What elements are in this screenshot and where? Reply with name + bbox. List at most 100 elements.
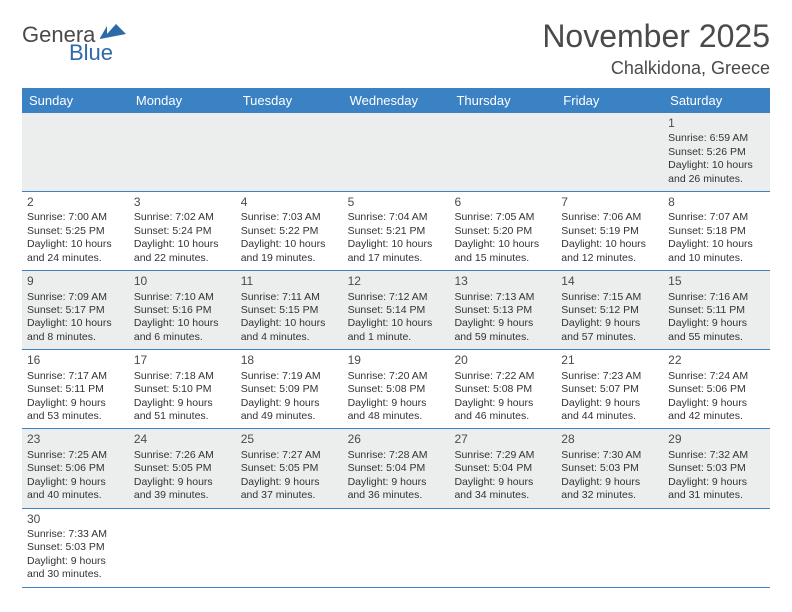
daylight-line: Daylight: 9 hours and 31 minutes. bbox=[668, 476, 765, 503]
daylight-line: Daylight: 9 hours and 40 minutes. bbox=[27, 476, 124, 503]
daylight-line: Daylight: 10 hours and 10 minutes. bbox=[668, 238, 765, 265]
empty-cell bbox=[129, 113, 236, 191]
day-cell: 1Sunrise: 6:59 AMSunset: 5:26 PMDaylight… bbox=[663, 113, 770, 191]
empty-cell bbox=[236, 509, 343, 587]
sunset-line: Sunset: 5:05 PM bbox=[241, 462, 338, 475]
empty-cell bbox=[449, 113, 556, 191]
day-cell: 2Sunrise: 7:00 AMSunset: 5:25 PMDaylight… bbox=[22, 192, 129, 270]
daylight-line: Daylight: 9 hours and 59 minutes. bbox=[454, 317, 551, 344]
sunrise-line: Sunrise: 7:27 AM bbox=[241, 449, 338, 462]
day-number: 13 bbox=[454, 274, 551, 289]
sunset-line: Sunset: 5:03 PM bbox=[561, 462, 658, 475]
day-number: 14 bbox=[561, 274, 658, 289]
day-cell: 19Sunrise: 7:20 AMSunset: 5:08 PMDayligh… bbox=[343, 350, 450, 428]
sunrise-line: Sunrise: 7:10 AM bbox=[134, 291, 231, 304]
day-cell: 28Sunrise: 7:30 AMSunset: 5:03 PMDayligh… bbox=[556, 429, 663, 507]
day-cell: 25Sunrise: 7:27 AMSunset: 5:05 PMDayligh… bbox=[236, 429, 343, 507]
day-number: 6 bbox=[454, 195, 551, 210]
daylight-line: Daylight: 9 hours and 37 minutes. bbox=[241, 476, 338, 503]
sunset-line: Sunset: 5:25 PM bbox=[27, 225, 124, 238]
day-number: 29 bbox=[668, 432, 765, 447]
sunrise-line: Sunrise: 7:13 AM bbox=[454, 291, 551, 304]
sunrise-line: Sunrise: 7:17 AM bbox=[27, 370, 124, 383]
sunrise-line: Sunrise: 7:09 AM bbox=[27, 291, 124, 304]
sunset-line: Sunset: 5:22 PM bbox=[241, 225, 338, 238]
daylight-line: Daylight: 9 hours and 34 minutes. bbox=[454, 476, 551, 503]
sunset-line: Sunset: 5:24 PM bbox=[134, 225, 231, 238]
day-cell: 20Sunrise: 7:22 AMSunset: 5:08 PMDayligh… bbox=[449, 350, 556, 428]
day-number: 1 bbox=[668, 116, 765, 131]
daylight-line: Daylight: 10 hours and 1 minute. bbox=[348, 317, 445, 344]
daylight-line: Daylight: 10 hours and 26 minutes. bbox=[668, 159, 765, 186]
week-row: 23Sunrise: 7:25 AMSunset: 5:06 PMDayligh… bbox=[22, 429, 770, 508]
sunrise-line: Sunrise: 7:15 AM bbox=[561, 291, 658, 304]
week-row: 1Sunrise: 6:59 AMSunset: 5:26 PMDaylight… bbox=[22, 113, 770, 192]
sunrise-line: Sunrise: 7:20 AM bbox=[348, 370, 445, 383]
day-number: 8 bbox=[668, 195, 765, 210]
sunrise-line: Sunrise: 7:06 AM bbox=[561, 211, 658, 224]
day-number: 23 bbox=[27, 432, 124, 447]
daylight-line: Daylight: 9 hours and 36 minutes. bbox=[348, 476, 445, 503]
day-number: 22 bbox=[668, 353, 765, 368]
day-number: 21 bbox=[561, 353, 658, 368]
day-cell: 3Sunrise: 7:02 AMSunset: 5:24 PMDaylight… bbox=[129, 192, 236, 270]
day-number: 16 bbox=[27, 353, 124, 368]
day-cell: 8Sunrise: 7:07 AMSunset: 5:18 PMDaylight… bbox=[663, 192, 770, 270]
weekday-tuesday: Tuesday bbox=[236, 88, 343, 113]
sunset-line: Sunset: 5:13 PM bbox=[454, 304, 551, 317]
sunrise-line: Sunrise: 7:28 AM bbox=[348, 449, 445, 462]
month-title: November 2025 bbox=[542, 18, 770, 55]
empty-cell bbox=[129, 509, 236, 587]
sunrise-line: Sunrise: 7:29 AM bbox=[454, 449, 551, 462]
day-cell: 21Sunrise: 7:23 AMSunset: 5:07 PMDayligh… bbox=[556, 350, 663, 428]
day-cell: 13 Sunrise: 7:13 AMSunset: 5:13 PMDayligh… bbox=[449, 271, 556, 349]
week-row: 9Sunrise: 7:09 AMSunset: 5:17 PMDaylight… bbox=[22, 271, 770, 350]
sunrise-line: Sunrise: 7:16 AM bbox=[668, 291, 765, 304]
calendar: SundayMondayTuesdayWednesdayThursdayFrid… bbox=[22, 88, 770, 588]
day-cell: 4Sunrise: 7:03 AMSunset: 5:22 PMDaylight… bbox=[236, 192, 343, 270]
daylight-line: Daylight: 9 hours and 49 minutes. bbox=[241, 397, 338, 424]
daylight-line: Daylight: 10 hours and 24 minutes. bbox=[27, 238, 124, 265]
sunset-line: Sunset: 5:26 PM bbox=[668, 146, 765, 159]
sunrise-line: Sunrise: 7:19 AM bbox=[241, 370, 338, 383]
daylight-line: Daylight: 10 hours and 22 minutes. bbox=[134, 238, 231, 265]
day-cell: 12Sunrise: 7:12 AMSunset: 5:14 PMDayligh… bbox=[343, 271, 450, 349]
day-number: 4 bbox=[241, 195, 338, 210]
day-number: 19 bbox=[348, 353, 445, 368]
day-cell: 7Sunrise: 7:06 AMSunset: 5:19 PMDaylight… bbox=[556, 192, 663, 270]
sunrise-line: Sunrise: 7:07 AM bbox=[668, 211, 765, 224]
day-number: 26 bbox=[348, 432, 445, 447]
weekday-sunday: Sunday bbox=[22, 88, 129, 113]
daylight-line: Daylight: 10 hours and 6 minutes. bbox=[134, 317, 231, 344]
day-cell: 5Sunrise: 7:04 AMSunset: 5:21 PMDaylight… bbox=[343, 192, 450, 270]
weekday-wednesday: Wednesday bbox=[343, 88, 450, 113]
daylight-line: Daylight: 10 hours and 15 minutes. bbox=[454, 238, 551, 265]
sunset-line: Sunset: 5:11 PM bbox=[668, 304, 765, 317]
day-number: 3 bbox=[134, 195, 231, 210]
daylight-line: Daylight: 9 hours and 48 minutes. bbox=[348, 397, 445, 424]
weekday-monday: Monday bbox=[129, 88, 236, 113]
weekday-friday: Friday bbox=[556, 88, 663, 113]
sunset-line: Sunset: 5:14 PM bbox=[348, 304, 445, 317]
sunset-line: Sunset: 5:09 PM bbox=[241, 383, 338, 396]
sunrise-line: Sunrise: 7:03 AM bbox=[241, 211, 338, 224]
sunrise-line: Sunrise: 7:26 AM bbox=[134, 449, 231, 462]
day-number: 20 bbox=[454, 353, 551, 368]
daylight-line: Daylight: 9 hours and 51 minutes. bbox=[134, 397, 231, 424]
header: Genera Blue November 2025 Chalkidona, Gr… bbox=[22, 18, 770, 82]
daylight-line: Daylight: 10 hours and 19 minutes. bbox=[241, 238, 338, 265]
sunset-line: Sunset: 5:19 PM bbox=[561, 225, 658, 238]
daylight-line: Daylight: 9 hours and 46 minutes. bbox=[454, 397, 551, 424]
day-cell: 18 Sunrise: 7:19 AMSunset: 5:09 PMDayligh… bbox=[236, 350, 343, 428]
sunrise-line: Sunrise: 7:12 AM bbox=[348, 291, 445, 304]
daylight-line: Daylight: 9 hours and 53 minutes. bbox=[27, 397, 124, 424]
sunset-line: Sunset: 5:21 PM bbox=[348, 225, 445, 238]
daylight-line: Daylight: 9 hours and 44 minutes. bbox=[561, 397, 658, 424]
sunset-line: Sunset: 5:10 PM bbox=[134, 383, 231, 396]
sunset-line: Sunset: 5:03 PM bbox=[27, 541, 124, 554]
location-title: Chalkidona, Greece bbox=[542, 58, 770, 79]
day-cell: 30Sunrise: 7:33 AMSunset: 5:03 PMDayligh… bbox=[22, 509, 129, 587]
daylight-line: Daylight: 10 hours and 12 minutes. bbox=[561, 238, 658, 265]
sunset-line: Sunset: 5:17 PM bbox=[27, 304, 124, 317]
day-number: 18 bbox=[241, 353, 338, 368]
